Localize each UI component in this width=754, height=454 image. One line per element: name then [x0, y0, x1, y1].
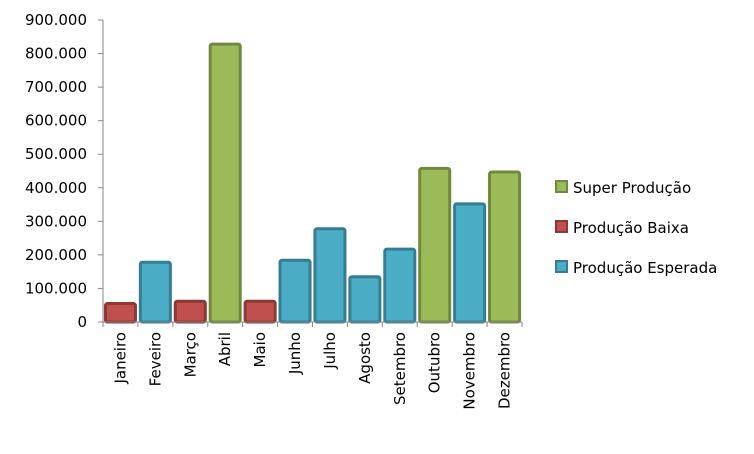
y-tick-label: 200.000: [25, 246, 87, 264]
legend-swatch: [555, 180, 568, 193]
bars: [103, 42, 522, 324]
y-tick-label: 700.000: [25, 78, 87, 96]
x-category-label: Março: [181, 332, 199, 377]
x-category-label: Agosto: [356, 332, 374, 384]
bar-abril: [208, 42, 242, 324]
legend-swatch: [555, 260, 568, 273]
bar-junho: [278, 258, 312, 324]
y-tick-label: 100.000: [25, 279, 87, 297]
x-category-label: Julho: [321, 332, 339, 370]
y-axis-ticks: 0 100.000 200.000 300.000 400.000 500.000 600.…: [25, 11, 103, 331]
x-axis-category-labels: Janeiro Feveiro Março Abril Maio Junho Julho Ag…: [111, 332, 513, 410]
legend: Super Produção Produção Baixa Produção Esp…: [555, 179, 717, 277]
bar-novembro: [453, 202, 487, 324]
bar-feveiro: [138, 260, 172, 324]
x-category-label: Outubro: [426, 332, 444, 393]
x-category-label: Junho: [286, 332, 304, 375]
y-tick-label: 400.000: [25, 179, 87, 197]
bar-março: [173, 299, 207, 324]
y-tick-label: 0: [77, 313, 87, 331]
legend-label: Produção Esperada: [573, 259, 717, 277]
x-axis-ticks: [102, 322, 523, 327]
bar-dezembro: [488, 170, 522, 324]
x-category-label: Novembro: [461, 332, 479, 410]
y-tick-label: 900.000: [25, 11, 87, 29]
x-category-label: Dezembro: [496, 332, 514, 409]
y-tick-label: 500.000: [25, 145, 87, 163]
y-tick-label: 800.000: [25, 45, 87, 63]
legend-label: Produção Baixa: [573, 219, 689, 237]
bar-maio: [243, 299, 277, 324]
bar-julho: [313, 227, 347, 324]
x-category-label: Abril: [216, 332, 234, 366]
bar-agosto: [348, 275, 382, 324]
y-tick-label: 300.000: [25, 212, 87, 230]
x-category-label: Maio: [251, 332, 269, 367]
legend-label: Super Produção: [573, 179, 691, 197]
x-category-label: Setembro: [391, 332, 409, 405]
bar-janeiro: [103, 302, 137, 324]
x-category-label: Janeiro: [111, 332, 129, 385]
legend-swatch: [555, 220, 568, 233]
bar-setembro: [383, 247, 417, 324]
y-tick-label: 600.000: [25, 112, 87, 130]
bar-outubro: [418, 166, 452, 324]
x-category-label: Feveiro: [146, 332, 164, 386]
